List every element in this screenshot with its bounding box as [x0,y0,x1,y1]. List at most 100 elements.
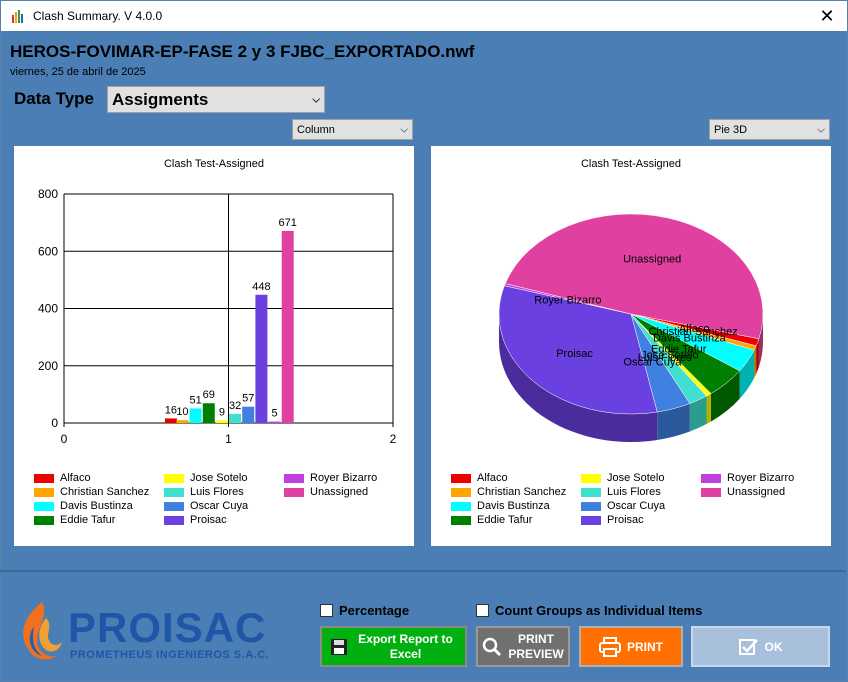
legend-label: Luis Flores [607,486,661,498]
legend-item: Alfaco [451,471,508,485]
legend-label: Christian Sanchez [477,486,567,498]
export-label: Export Report to Excel [358,631,453,661]
legend-swatch [164,515,184,525]
pie-chart-title: Clash Test-Assigned [580,158,682,170]
legend-swatch [581,487,601,497]
pie-label: Oscar Cuya [623,356,682,368]
pie-label: Luis Flores [638,352,692,364]
preview-label-line1: PRINT [518,631,554,646]
data-label: 9 [219,406,225,418]
legend-swatch [34,487,54,497]
legend-swatch [451,473,471,483]
legend-label: Proisac [190,514,227,526]
data-label: 32 [229,400,241,412]
column-chart-panel: Clash Test-Assigned 0 200 400 600 800 0 1 2 16 10… [14,146,414,546]
legend-label: Luis Flores [190,486,244,498]
legend-item: Eddie Tafur [451,513,532,527]
data-label: 16 [165,404,177,416]
legend-label: Eddie Tafur [477,514,533,526]
legend-item: Alfaco [34,471,91,485]
legend-item: Davis Bustinza [34,499,133,513]
footer-divider [0,570,846,572]
chevron-down-icon: ⌵ [400,124,408,135]
legend-item: Jose Sotelo [164,471,247,485]
y-tick-label: 600 [38,244,58,258]
legend-item: Jose Sotelo [581,471,664,485]
legend-swatch [581,473,601,483]
percentage-option[interactable]: Percentage [320,603,409,618]
legend-item: Royer Bizarro [284,471,377,485]
legend-swatch [451,515,471,525]
bar [164,418,177,423]
legend-item: Proisac [581,513,644,527]
ok-button[interactable]: OK [691,626,830,667]
legend-swatch [451,501,471,511]
legend-swatch [34,473,54,483]
count-groups-label: Count Groups as Individual Items [495,603,703,618]
x-tick-label: 0 [61,432,68,446]
count-groups-checkbox[interactable] [476,604,489,617]
pie-label: Jose Sotelo [641,349,698,361]
legend-item: Unassigned [701,485,785,499]
left-chart-type-value: Column [297,123,335,136]
pie-slice-side [756,338,759,374]
printer-icon [599,636,621,657]
legend-swatch [451,487,471,497]
pie-label: Unassigned [623,253,681,265]
window-title: Clash Summary. V 4.0.0 [33,9,163,23]
pie-slice-side [689,396,707,432]
x-tick-label: 2 [390,432,397,446]
legend-label: Proisac [607,514,644,526]
legend-label: Davis Bustinza [60,500,133,512]
legend-label: Christian Sanchez [60,486,150,498]
pie-label: Royer Bizarro [534,294,601,306]
bar [255,294,268,423]
pie-label: Proisac [556,348,593,360]
right-chart-type-value: Pie 3D [714,123,748,136]
right-chart-type-select[interactable]: Pie 3D ⌵ [709,119,830,140]
data-label: 671 [279,217,297,229]
percentage-checkbox[interactable] [320,604,333,617]
legend-item: Unassigned [284,485,368,499]
data-type-select[interactable]: Assigments ⌵ [107,86,325,113]
bar [242,406,255,423]
legend-item: Oscar Cuya [581,499,665,513]
pie-slice [504,213,764,340]
print-button[interactable]: PRINT [579,626,683,667]
legend-item: Royer Bizarro [701,471,794,485]
legend-label: Alfaco [477,472,508,484]
count-groups-option[interactable]: Count Groups as Individual Items [476,603,702,618]
legend-swatch [34,501,54,511]
legend-item: Luis Flores [164,485,244,499]
legend-swatch [164,487,184,497]
column-chart-title: Clash Test-Assigned [163,158,265,170]
pie-label: Davis Bustinza [653,332,727,344]
legend-item: Christian Sanchez [451,485,566,499]
legend-item: Oscar Cuya [164,499,248,513]
pie-label: Eddie Tafur [651,344,707,356]
export-excel-button[interactable]: Export Report to Excel [320,626,467,667]
legend-label: Royer Bizarro [310,472,378,484]
legend-label: Unassigned [310,486,369,498]
left-chart-type-select[interactable]: Column ⌵ [292,119,413,140]
save-icon [330,638,348,656]
pie-chart-panel: Clash Test-Assigned Alfaco Christian Sanc… [431,146,831,546]
legend-label: Alfaco [60,472,91,484]
x-tick-label: 1 [225,432,232,446]
close-icon[interactable]: ✕ [819,5,835,26]
pie-slice [498,285,658,415]
data-type-value: Assigments [112,89,209,109]
report-date: viernes, 25 de abril de 2025 [10,66,146,78]
proisac-logo: PROISAC PROMETHEUS INGENIEROS S.A.C. [23,602,269,661]
chevron-down-icon: ⌵ [817,124,825,135]
y-tick-label: 0 [51,416,58,430]
legend-swatch [284,487,304,497]
pie-slice-side [710,370,740,422]
pie-slice-side [739,350,755,399]
ok-label: OK [764,639,783,654]
print-preview-button[interactable]: PRINT PREVIEW [476,626,570,667]
bar [281,230,294,423]
pie-slice-side [754,345,757,379]
preview-label-line2: PREVIEW [508,646,564,661]
